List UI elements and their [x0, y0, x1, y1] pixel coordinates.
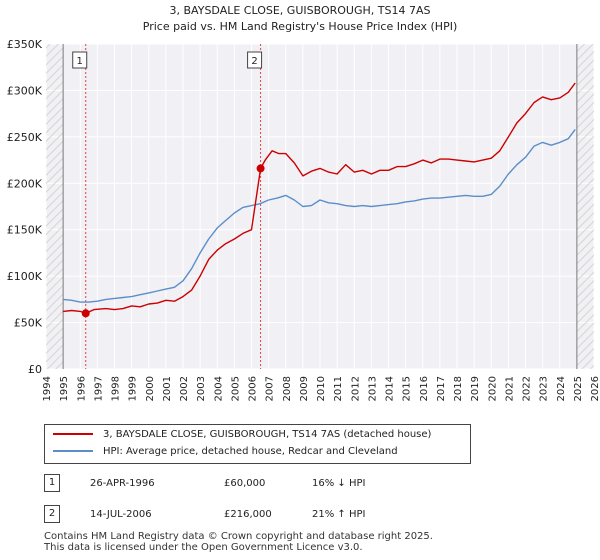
x-tick-label: 2024 — [556, 376, 567, 401]
legend-item-property: 3, BAYSDALE CLOSE, GUISBOROUGH, TS14 7AS… — [53, 427, 431, 443]
price-chart: 3, BAYSDALE CLOSE, GUISBOROUGH, TS14 7AS… — [7, 4, 600, 401]
hpi-line — [63, 128, 576, 303]
y-tick-label: £100K — [7, 270, 43, 283]
x-tick-label: 1998 — [111, 376, 122, 401]
x-tick-label: 2010 — [316, 376, 327, 401]
x-tick-label: 2017 — [436, 376, 447, 401]
legend: 3, BAYSDALE CLOSE, GUISBOROUGH, TS14 7AS… — [44, 424, 471, 464]
chart-marker-label: 2 — [251, 56, 257, 67]
x-tick-label: 2002 — [179, 376, 190, 401]
x-tick-label: 2023 — [539, 376, 550, 401]
sale-points — [81, 164, 265, 318]
footer-line-2: This data is licensed under the Open Gov… — [44, 542, 363, 553]
y-tick-label: £250K — [7, 131, 43, 144]
hatched-region — [576, 44, 594, 369]
x-tick-label: 2001 — [162, 376, 173, 401]
x-tick-label: 2014 — [385, 376, 396, 401]
transaction-hpi-diff: 21% ↑ HPI — [312, 509, 366, 520]
legend-label-property: 3, BAYSDALE CLOSE, GUISBOROUGH, TS14 7AS… — [103, 429, 432, 440]
y-tick-label: £150K — [7, 224, 43, 237]
footer-line-1: Contains HM Land Registry data © Crown c… — [44, 531, 433, 542]
footer-attribution: Contains HM Land Registry data © Crown c… — [44, 531, 433, 553]
x-tick-label: 2018 — [453, 376, 464, 401]
sale-point — [256, 164, 265, 173]
y-tick-label: £50K — [14, 317, 43, 330]
transaction-hpi-diff: 16% ↓ HPI — [312, 478, 366, 489]
x-tick-label: 2009 — [299, 376, 310, 401]
x-tick-label: 2016 — [419, 376, 430, 401]
series-lines — [63, 82, 576, 314]
sale-point — [81, 309, 90, 318]
chart-marker-box — [72, 51, 88, 69]
x-tick-label: 2020 — [487, 376, 498, 401]
x-tick-label: 2022 — [522, 376, 533, 401]
y-axis-labels: £0 £50K £100K £150K £200K £250K £300K £350K — [7, 38, 43, 376]
hatched-regions — [46, 44, 594, 369]
legend-swatch-hpi — [53, 450, 93, 452]
transaction-date: 26-APR-1996 — [90, 478, 155, 489]
y-tick-label: £0 — [28, 363, 42, 376]
x-axis-labels: 1994 1995 1996 1997 1998 1999 2000 2001 2002 2003… — [42, 376, 600, 401]
x-tick-label: 2015 — [402, 376, 413, 401]
x-tick-label: 2025 — [573, 376, 584, 401]
x-tick-label: 2003 — [196, 376, 207, 401]
x-tick-label: 1995 — [59, 376, 70, 401]
property-price-line — [63, 82, 576, 314]
x-tick-label: 1996 — [76, 376, 87, 401]
hatched-region — [46, 44, 64, 369]
transaction-price: £216,000 — [224, 509, 272, 520]
x-tick-label: 2011 — [333, 376, 344, 401]
grid-lines — [45, 43, 595, 370]
x-tick-label: 2008 — [282, 376, 293, 401]
legend-swatch-property — [53, 433, 93, 435]
chart-title: 3, BAYSDALE CLOSE, GUISBOROUGH, TS14 7AS — [170, 4, 431, 17]
transaction-badge: 2 — [44, 505, 60, 523]
transaction-date: 14-JUL-2006 — [90, 509, 152, 520]
y-tick-label: £200K — [7, 177, 43, 190]
chart-marker-box — [247, 51, 263, 69]
x-tick-label: 2007 — [265, 376, 276, 401]
x-tick-label: 1999 — [128, 376, 139, 401]
x-tick-label: 2005 — [230, 376, 241, 401]
x-tick-label: 2026 — [590, 376, 600, 401]
x-tick-label: 2021 — [504, 376, 515, 401]
x-tick-label: 2000 — [145, 376, 156, 401]
x-tick-label: 2012 — [350, 376, 361, 401]
x-tick-label: 1994 — [42, 376, 53, 401]
chart-subtitle: Price paid vs. HM Land Registry's House … — [143, 20, 458, 33]
x-tick-label: 2019 — [470, 376, 481, 401]
x-tick-label: 2004 — [213, 376, 224, 401]
legend-label-hpi: HPI: Average price, detached house, Redc… — [103, 446, 398, 457]
x-tick-label: 2006 — [248, 376, 259, 401]
y-tick-label: £300K — [7, 84, 43, 97]
transaction-badge: 1 — [44, 474, 60, 492]
x-tick-label: 1997 — [93, 376, 104, 401]
x-tick-label: 2013 — [367, 376, 378, 401]
transaction-price: £60,000 — [224, 478, 266, 489]
y-tick-label: £350K — [7, 38, 43, 51]
chart-marker-label: 1 — [77, 56, 83, 67]
legend-item-hpi: HPI: Average price, detached house, Redc… — [53, 444, 398, 460]
